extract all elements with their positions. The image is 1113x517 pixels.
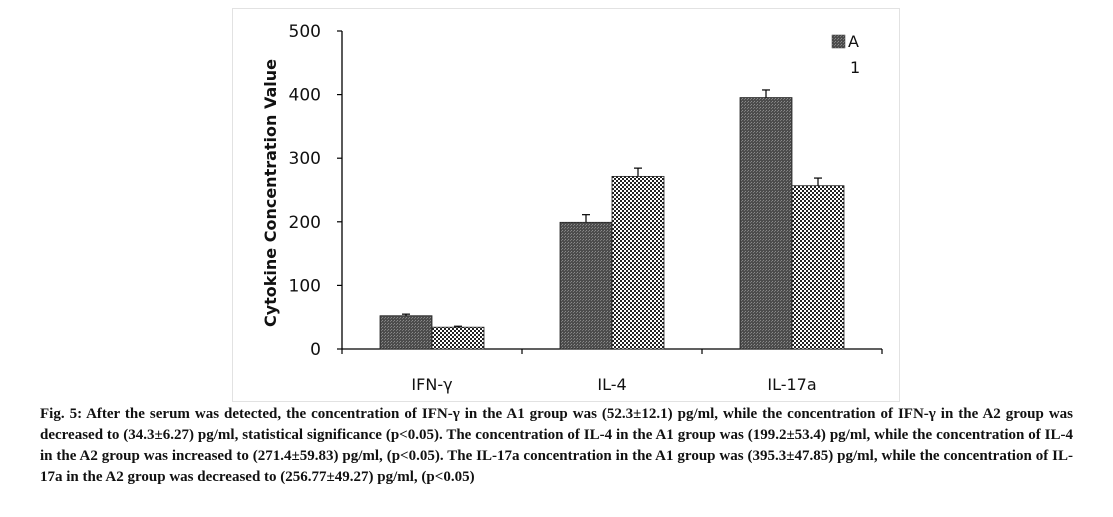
y-tick-label: 0: [310, 340, 321, 360]
bar-IL-4-series-1: [559, 221, 613, 350]
bar-IFN-γ-series-1: [379, 315, 433, 350]
y-tick-label: 400: [289, 86, 321, 106]
legend-entry-1: 1: [850, 58, 860, 77]
tick-labels: 0 100 200 300 400 500 IFN-γ IL-4 IL-17a: [289, 22, 817, 394]
x-tick-label: IFN-γ: [411, 375, 452, 394]
caption-text: After the serum was detected, the concen…: [40, 406, 1074, 485]
y-tick-label: 300: [289, 149, 321, 169]
bar-IFN-γ-series-2: [431, 326, 485, 350]
legend-entry-a: A: [848, 32, 859, 51]
x-tick-label: IL-17a: [767, 375, 816, 394]
bar-IL-4-series-2: [611, 175, 665, 350]
legend: A 1: [831, 32, 860, 77]
caption-label: Fig. 5:: [40, 406, 83, 422]
y-tick-label: 200: [289, 213, 321, 233]
bar-IL-17a-series-1: [739, 97, 793, 350]
figure-caption: Fig. 5: After the serum was detected, the…: [40, 404, 1073, 488]
cytokine-bar-chart: 0 100 200 300 400 500 IFN-γ IL-4 IL-17a Cytokine…: [261, 22, 883, 394]
bar-IL-17a-series-2: [791, 185, 845, 350]
y-tick-label: 500: [289, 22, 321, 42]
legend-swatch-a: [831, 34, 846, 49]
y-tick-label: 100: [289, 276, 321, 296]
y-axis-label: Cytokine Concentration Value: [261, 59, 280, 327]
x-tick-label: IL-4: [597, 375, 626, 394]
bars: [379, 89, 845, 350]
